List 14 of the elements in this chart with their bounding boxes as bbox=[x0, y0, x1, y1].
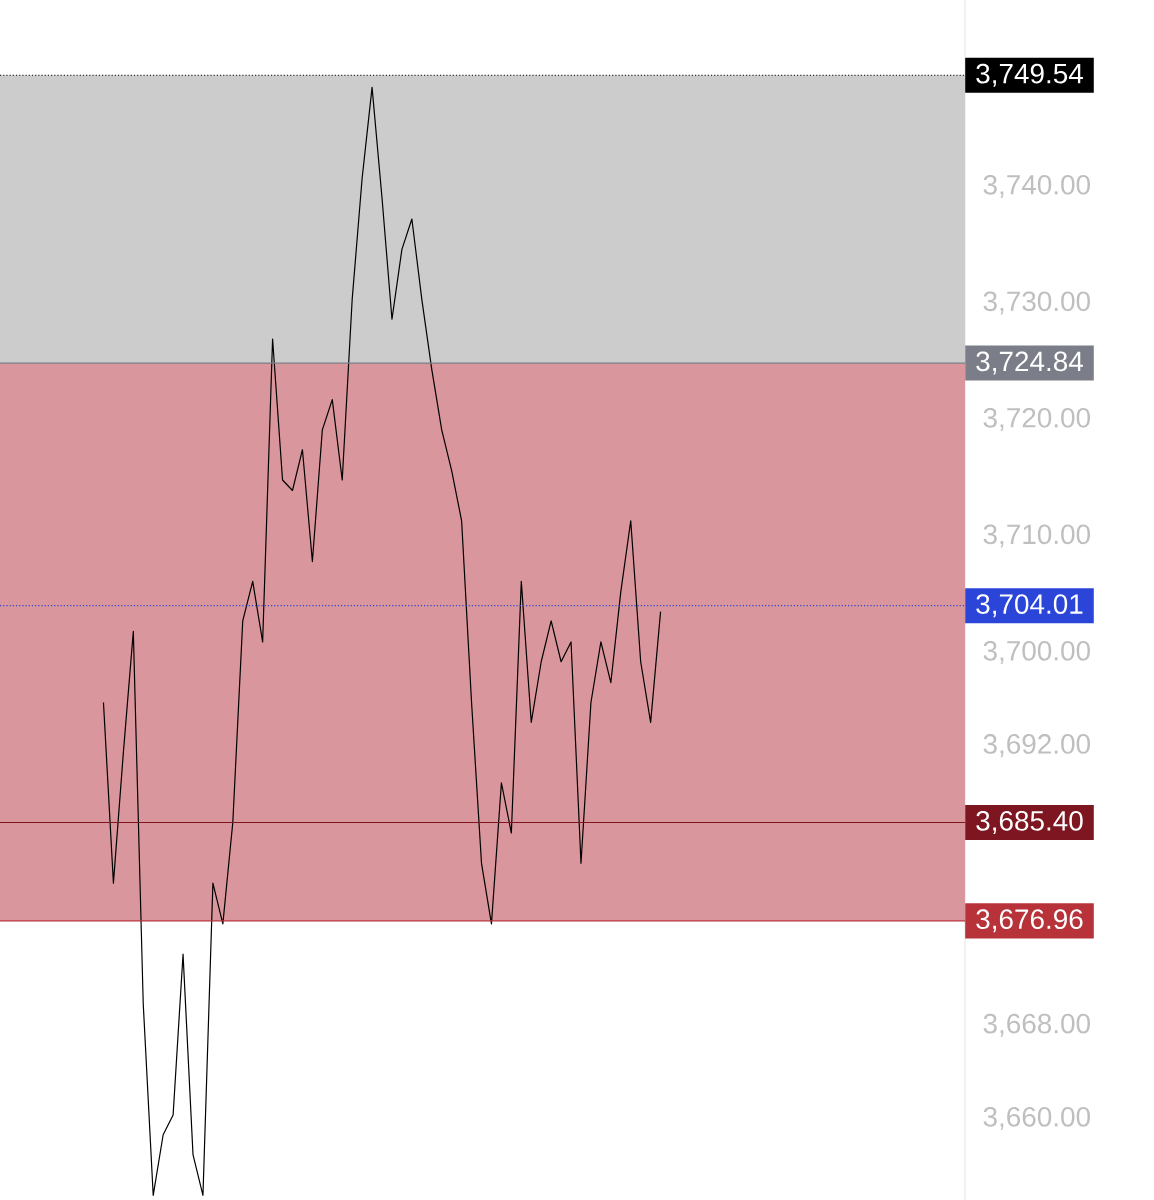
line-series bbox=[102, 86, 662, 1196]
ref-line-label: 3,704.01 bbox=[976, 594, 1083, 618]
ref-line-label: 3,676.96 bbox=[976, 909, 1083, 933]
y-tick-label: 3,740.00 bbox=[983, 174, 1090, 198]
y-tick-label: 3,700.00 bbox=[983, 640, 1090, 664]
ref-line-label: 3,749.54 bbox=[976, 63, 1083, 87]
y-tick-label: 3,710.00 bbox=[983, 524, 1090, 548]
ref-line-label: 3,724.84 bbox=[976, 351, 1083, 375]
y-tick-label: 3,692.00 bbox=[983, 734, 1090, 758]
y-tick-label: 3,660.00 bbox=[983, 1106, 1090, 1130]
y-tick-label: 3,730.00 bbox=[983, 291, 1090, 315]
y-tick-label: 3,720.00 bbox=[983, 407, 1090, 431]
y-tick-label: 3,668.00 bbox=[983, 1013, 1090, 1037]
ref-line-label: 3,685.40 bbox=[976, 811, 1083, 835]
